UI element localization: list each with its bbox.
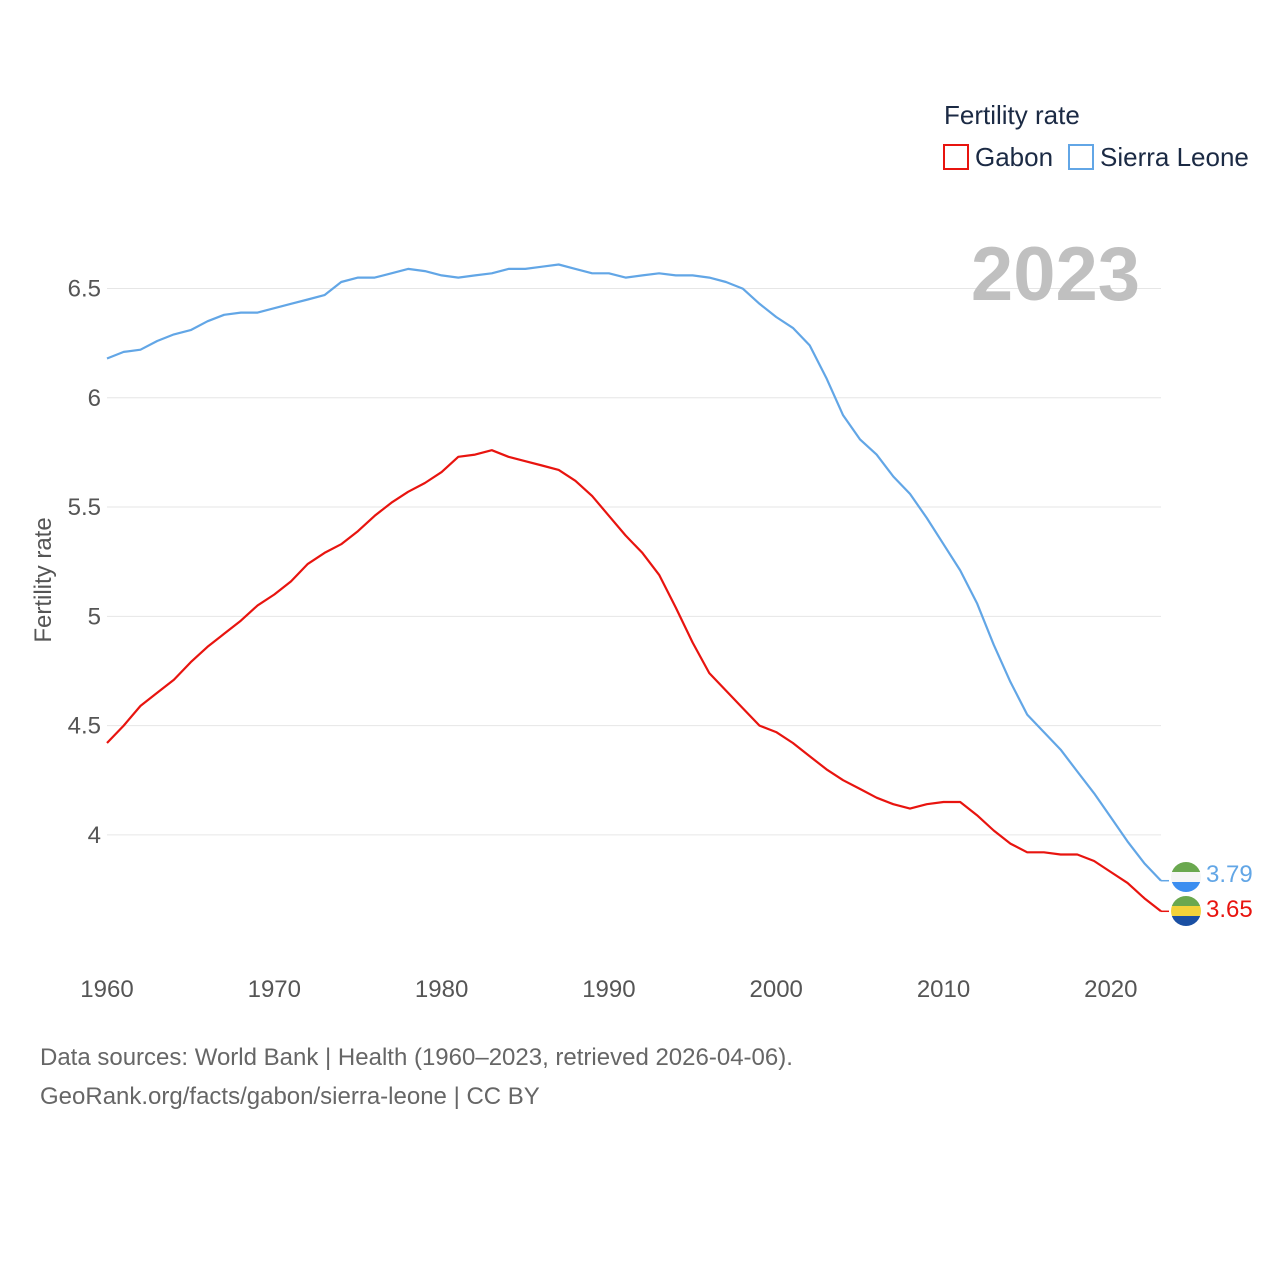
year-display: 2023 [971,232,1140,317]
y-tick-label: 6 [88,385,101,412]
legend: Fertility rate Gabon Sierra Leone [943,100,1249,172]
y-tick-label: 5.5 [68,494,101,521]
y-tick-label: 6.5 [68,276,101,303]
end-label-gabon: 3.65 [1206,896,1253,923]
x-tick-label: 1960 [80,976,133,1003]
y-tick-label: 5 [88,603,101,630]
x-tick-label: 2020 [1084,976,1137,1003]
legend-label-gabon: Gabon [975,142,1053,172]
footer-sources: Data sources: World Bank | Health (1960–… [40,1044,793,1071]
gridlines [107,288,1161,836]
x-tick-label: 1970 [248,976,301,1003]
legend-swatch-sierra-leone [1068,144,1094,170]
y-tick-label: 4 [88,822,101,849]
legend-swatch-gabon [943,144,969,170]
end-label-sierra-leone: 3.79 [1206,861,1253,888]
x-tick-label: 1990 [582,976,635,1003]
y-tick-label: 4.5 [68,713,101,740]
legend-label-sierra-leone: Sierra Leone [1100,142,1249,172]
x-tick-label: 2010 [917,976,970,1003]
x-tick-label: 1980 [415,976,468,1003]
footer-attribution[interactable]: GeoRank.org/facts/gabon/sierra-leone | C… [40,1083,540,1110]
sierra-leone-flag-icon [1171,862,1201,892]
x-tick-label: 2000 [750,976,803,1003]
series-line-gabon [106,449,1162,913]
gabon-flag-icon [1171,896,1201,926]
series-layer [106,263,1169,913]
y-axis-ticks: 4 4.5 5 5.5 6 6.5 [68,276,101,849]
x-axis-ticks: 1960 1970 1980 1990 2000 2010 2020 [80,976,1137,1003]
y-axis-title: Fertility rate [30,517,57,642]
legend-title: Fertility rate [944,100,1080,130]
series-line-sierra-leone [106,263,1162,882]
